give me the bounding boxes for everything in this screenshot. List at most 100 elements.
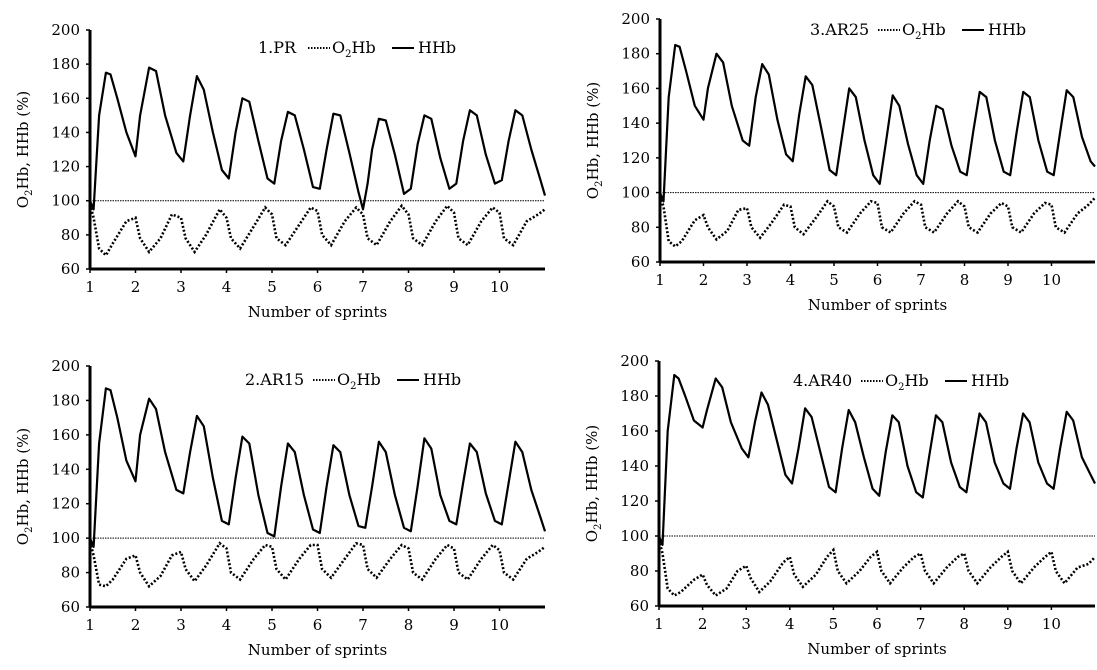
- chart-3-ylabel: O2Hb, HHb (%): [584, 82, 605, 199]
- chart-1-ytick-label-2: 100: [51, 192, 80, 210]
- chart-1-svg: 60 80 100 120 140 160 180 200 1 2 3 4 5 6 7 8 9 10 Number …: [14, 21, 547, 321]
- chart-4-ylabel: O2Hb, HHb (%): [583, 425, 604, 542]
- chart-1-xtick-label-9: 10: [490, 278, 509, 296]
- chart-1-ylabel: O2Hb, HHb (%): [14, 91, 35, 208]
- chart-3-legend-hhb-label: HHb: [988, 20, 1026, 39]
- chart-3-xtick-label-0: 1: [655, 271, 665, 289]
- chart-4-xlabel: Number of sprints: [807, 640, 946, 658]
- chart-3-ytick-label-1: 80: [631, 218, 650, 236]
- chart-4-xtick-label-4: 5: [829, 615, 839, 633]
- chart-3-xtick-label-4: 5: [829, 271, 839, 289]
- chart-3-xlabel: Number of sprints: [808, 296, 947, 314]
- chart-3-ytick-label-6: 180: [621, 45, 650, 63]
- chart-3-series-o2hb: [658, 195, 1096, 249]
- chart-4-ytick-label-1: 80: [630, 562, 649, 580]
- chart-1-ytick-label-4: 140: [51, 123, 80, 141]
- chart-4-series-hhb: [657, 373, 1096, 546]
- chart-2-xtick-label-4: 5: [267, 616, 277, 634]
- chart-1-xtick-label-2: 3: [176, 278, 186, 296]
- chart-1-ytick-label-0: 60: [61, 260, 80, 278]
- chart-4-series-o2hb: [657, 539, 1096, 598]
- chart-2-xtick-label-3: 4: [222, 616, 232, 634]
- chart-4-ytick-label-4: 140: [620, 457, 649, 475]
- chart-1-ytick-label-3: 120: [51, 158, 80, 176]
- chart-4-xtick-label-3: 4: [785, 615, 795, 633]
- chart-4-xtick-label-5: 6: [872, 615, 882, 633]
- chart-1-ytick-label-6: 180: [51, 55, 80, 73]
- chart-2-xtick-label-5: 6: [313, 616, 323, 634]
- chart-2-xtick-label-7: 8: [404, 616, 414, 634]
- chart-3-title: 3.AR25: [810, 20, 869, 39]
- chart-1-xtick-label-4: 5: [267, 278, 277, 296]
- chart-3-ytick-label-0: 60: [631, 253, 650, 271]
- chart-3-xtick-label-5: 6: [873, 271, 883, 289]
- chart-2-xlabel: Number of sprints: [248, 641, 387, 659]
- chart-2-legend-hhb-label: HHb: [423, 370, 461, 389]
- chart-4-legend-hhb-label: HHb: [971, 371, 1009, 390]
- chart-2-xtick-label-8: 9: [449, 616, 459, 634]
- chart-2-svg: 60 80 100 120 140 160 180 200 1 2 3 4 5 6 7 8 9 10 Number …: [14, 357, 547, 659]
- chart-3-ytick-label-2: 100: [621, 184, 650, 202]
- chart-panel-1: 60 80 100 120 140 160 180 200 1 2 3 4 5 6 7 8 9 10 Number …: [0, 0, 548, 335]
- chart-4-xtick-label-0: 1: [654, 615, 664, 633]
- chart-4-ytick-label-0: 60: [630, 597, 649, 615]
- chart-3-legend-o2hb-label: O2Hb: [902, 20, 946, 42]
- chart-1-ytick-label-1: 80: [61, 226, 80, 244]
- chart-2-title: 2.AR15: [245, 370, 304, 389]
- chart-4-xtick-label-7: 8: [959, 615, 969, 633]
- chart-2-series-hhb: [88, 387, 547, 548]
- chart-4-ytick-label-2: 100: [620, 527, 649, 545]
- chart-4-ytick-label-6: 180: [620, 387, 649, 405]
- chart-1-xtick-label-0: 1: [85, 278, 95, 296]
- chart-3-xtick-label-8: 9: [1003, 271, 1013, 289]
- chart-1-series-hhb: [88, 66, 547, 211]
- chart-4-xtick-label-2: 3: [741, 615, 751, 633]
- chart-2-ytick-label-2: 100: [51, 529, 80, 547]
- chart-2-ytick-label-0: 60: [61, 598, 80, 616]
- chart-3-xtick-label-6: 7: [916, 271, 926, 289]
- chart-2-ytick-label-4: 140: [51, 460, 80, 478]
- chart-1-ytick-label-7: 200: [51, 21, 80, 39]
- chart-2-xtick-label-2: 3: [176, 616, 186, 634]
- chart-4-title: 4.AR40: [793, 371, 852, 390]
- chart-1-xtick-label-3: 4: [222, 278, 232, 296]
- chart-2-xtick-label-6: 7: [358, 616, 368, 634]
- chart-2-ytick-label-7: 200: [51, 357, 80, 375]
- chart-2-ytick-label-6: 180: [51, 391, 80, 409]
- chart-4-xtick-label-9: 10: [1042, 615, 1061, 633]
- chart-2-ytick-label-1: 80: [61, 564, 80, 582]
- chart-1-xtick-label-8: 9: [449, 278, 459, 296]
- chart-2-ytick-label-3: 120: [51, 495, 80, 513]
- chart-3-series-hhb: [658, 43, 1096, 203]
- chart-3-xtick-label-3: 4: [786, 271, 796, 289]
- chart-3-xtick-label-2: 3: [742, 271, 752, 289]
- chart-1-series-o2hb: [88, 203, 546, 258]
- chart-2-xtick-label-1: 2: [131, 616, 141, 634]
- chart-4-legend-o2hb-label: O2Hb: [885, 371, 929, 393]
- chart-3-ytick-label-5: 160: [621, 79, 650, 97]
- chart-4-xtick-label-6: 7: [916, 615, 926, 633]
- chart-2-xtick-label-9: 10: [490, 616, 509, 634]
- chart-4-xtick-label-1: 2: [698, 615, 708, 633]
- chart-1-ytick-label-5: 160: [51, 89, 80, 107]
- chart-panel-4: 60 80 100 120 140 160 180 200 1 2 3 4 5 6 7 8 9 10 Number …: [548, 335, 1097, 670]
- chart-panel-3: 60 80 100 120 140 160 180 200 1 2 3 4 5 6 7 8 9 10 Number …: [548, 0, 1097, 335]
- chart-2-series-o2hb: [88, 541, 546, 589]
- chart-3-xtick-label-7: 8: [960, 271, 970, 289]
- chart-1-xtick-label-1: 2: [131, 278, 141, 296]
- chart-3-ytick-label-4: 140: [621, 114, 650, 132]
- chart-1-xtick-label-7: 8: [404, 278, 414, 296]
- chart-1-xtick-label-5: 6: [313, 278, 323, 296]
- chart-2-legend-o2hb-label: O2Hb: [337, 370, 381, 392]
- chart-3-svg: 60 80 100 120 140 160 180 200 1 2 3 4 5 6 7 8 9 10 Number …: [584, 10, 1096, 314]
- chart-4-svg: 60 80 100 120 140 160 180 200 1 2 3 4 5 6 7 8 9 10 Number …: [583, 352, 1096, 658]
- chart-1-legend-hhb-label: HHb: [418, 38, 456, 57]
- chart-4-ytick-label-7: 200: [620, 352, 649, 370]
- chart-3-ytick-label-7: 200: [621, 10, 650, 28]
- chart-1-title: 1.PR: [258, 38, 297, 57]
- chart-1-xlabel: Number of sprints: [248, 303, 387, 321]
- chart-3-ytick-label-3: 120: [621, 149, 650, 167]
- chart-4-ytick-label-3: 120: [620, 492, 649, 510]
- chart-1-xtick-label-6: 7: [358, 278, 368, 296]
- chart-panel-2: 60 80 100 120 140 160 180 200 1 2 3 4 5 6 7 8 9 10 Number …: [0, 335, 548, 670]
